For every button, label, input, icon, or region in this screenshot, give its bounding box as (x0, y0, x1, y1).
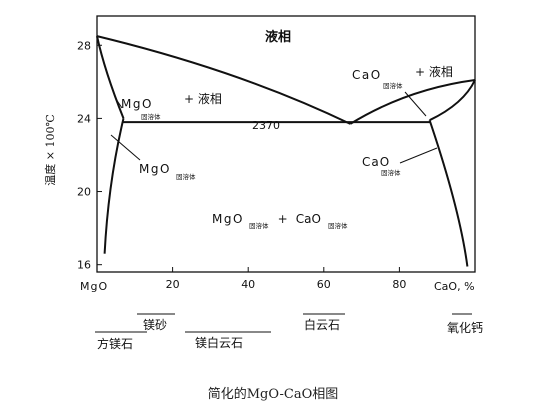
two-solid-label: MgO 固溶体 + CaO 固溶体 (212, 208, 348, 232)
y-axis-title: 温度 × 100℃ (43, 114, 57, 186)
x-tick-label: 60 (317, 278, 331, 291)
cao-ss-liquid-label: CaO 固溶体 + 液相 (352, 64, 453, 92)
y-tick-label: 28 (77, 39, 91, 52)
material-yanghuagai: 氧化钙 (447, 321, 483, 335)
cao-solidus-curve (429, 79, 476, 122)
material-fangmeishi: 方镁石 (97, 336, 133, 351)
x-tick-label: 40 (241, 278, 255, 291)
cao-liquid-pointer (404, 91, 427, 117)
material-meisha: 镁砂 (143, 318, 167, 332)
x-right-label: CaO, % (434, 280, 475, 293)
cao-solvus-curve (428, 119, 469, 267)
x-tick-label: 20 (166, 278, 180, 291)
mgo-liquidus-curve (96, 35, 351, 125)
x-left-label: MgO (80, 280, 108, 293)
mgo-liquid-pointer (115, 98, 123, 109)
liquid-label: 液相 (265, 29, 291, 45)
material-meibaiyunshi: 镁白云石 (195, 335, 243, 350)
cao-liquidus-curve (349, 79, 476, 125)
figure-caption: 简化的MgO-CaO相图 (207, 387, 339, 402)
eutectic-temperature-label: 2370 (252, 119, 280, 132)
material-baiyunshi: 白云石 (304, 317, 340, 332)
y-tick-label: 16 (77, 259, 91, 272)
mgo-ss-liquid-label: MgO 固溶体 + 液相 (121, 91, 222, 123)
plot-frame (96, 15, 476, 273)
y-tick-label: 20 (77, 186, 91, 199)
cao-ss-pointer (399, 147, 438, 164)
y-tick-label: 24 (77, 112, 91, 125)
mgo-solvus-curve (103, 118, 125, 254)
mgo-ss-label: MgO 固溶体 (139, 158, 196, 181)
x-tick-label: 80 (392, 278, 406, 291)
cao-ss-label: CaO 固溶体 (362, 151, 401, 177)
mgo-solidus-curve (96, 35, 125, 119)
mgo-ss-pointer (110, 134, 141, 161)
